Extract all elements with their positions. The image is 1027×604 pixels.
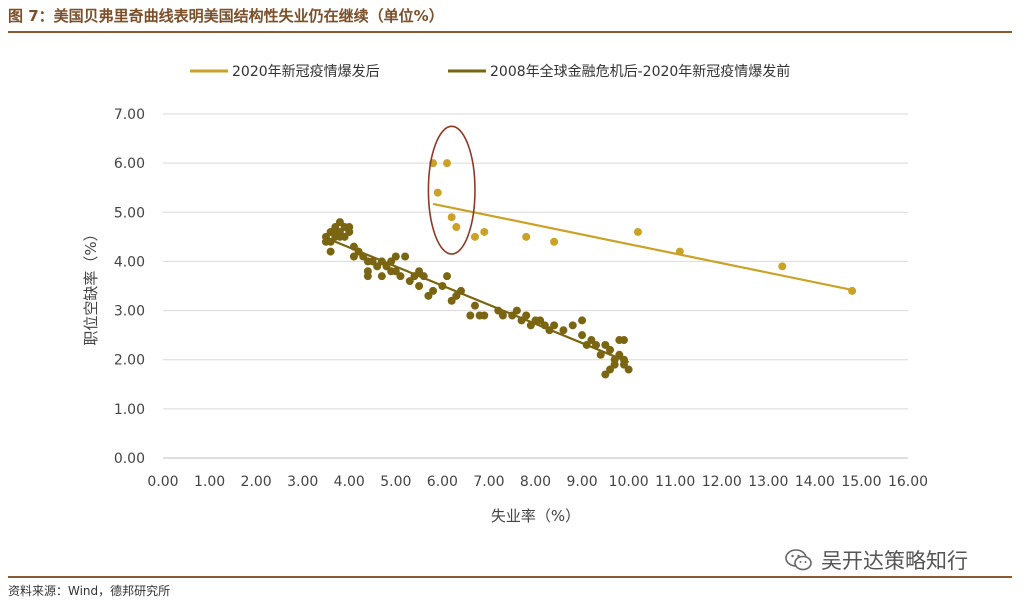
data-point [778,262,787,271]
data-point [480,311,489,320]
data-point [433,188,442,197]
data-point [438,282,447,290]
watermark-text: 吴开达策略知行 [821,549,968,573]
x-tick-label: 12.00 [702,474,742,490]
data-point [415,282,424,290]
x-tick-label: 10.00 [609,474,649,490]
data-point [624,365,633,374]
data-point [447,213,456,222]
y-tick-label: 3.00 [114,304,145,320]
data-point [512,306,521,315]
bottom-rule [8,576,1012,578]
x-tick-label: 13.00 [748,474,788,490]
beveridge-curve-chart: 0.00 1.00 2.00 3.00 4.00 5.00 6.00 7.00 0.00 1.00… [82,63,928,525]
legend-label-series-1: 2008年全球金融危机后-2020年新冠疫情爆发前 [490,63,790,80]
data-point [363,272,372,281]
y-axis-label: 职位空缺率（%） [82,226,100,345]
data-point [443,159,452,168]
data-point [522,311,531,320]
data-point [596,350,605,359]
data-point [592,340,601,349]
wechat-icon [785,549,812,571]
data-point [480,227,489,236]
data-point [550,321,559,330]
y-tick-label: 0.00 [114,451,145,467]
x-axis-label: 失业率（%） [491,507,580,525]
y-tick-label: 1.00 [114,402,145,418]
source-note: 资料来源：Wind，德邦研究所 [8,584,171,598]
data-point [457,286,465,295]
data-point [550,237,559,246]
x-tick-label: 9.00 [566,474,597,490]
data-point [345,223,354,232]
data-point [606,345,614,354]
data-point [326,247,335,256]
x-tick-label: 1.00 [194,474,225,490]
data-point [466,311,475,320]
y-tick-label: 6.00 [114,156,145,172]
data-point [633,227,642,236]
data-point [377,272,386,281]
legend-layer: 2020年新冠疫情爆发后 2008年全球金融危机后-2020年新冠疫情爆发前 [190,63,790,80]
axis-layer: 0.00 1.00 2.00 3.00 4.00 5.00 6.00 7.00 0.00 1.00… [114,107,928,490]
trend-layer [325,202,853,364]
data-point [429,286,438,295]
x-tick-label: 2.00 [241,474,272,490]
data-point [396,272,405,281]
trendline-series-0 [432,202,853,292]
x-tick-label: 16.00 [888,474,928,490]
x-tick-label: 3.00 [287,474,318,490]
y-tick-label: 7.00 [114,107,145,123]
y-tick-label: 2.00 [114,353,145,369]
data-point [619,336,628,345]
x-tick-label: 8.00 [520,474,551,490]
data-point [578,316,587,325]
figure-title: 图 7：美国贝弗里奇曲线表明美国结构性失业仍在继续（单位%） [8,7,444,25]
top-rule [8,31,1012,33]
data-point [401,252,410,261]
data-point [619,355,628,364]
data-point [443,272,452,281]
grid-layer [163,113,908,410]
x-tick-label: 0.00 [147,474,178,490]
legend-label-series-0: 2020年新冠疫情爆发后 [232,64,380,80]
data-point [675,247,684,256]
data-point [470,232,479,241]
data-point [419,272,428,281]
data-point [848,286,857,295]
x-tick-label: 15.00 [841,474,881,490]
x-tick-label: 7.00 [473,474,504,490]
data-point [522,232,531,241]
data-point [578,331,587,340]
trendline-series-1 [325,236,630,364]
data-point [610,360,619,369]
x-tick-label: 4.00 [334,474,365,490]
data-point [470,301,479,310]
watermark: 吴开达策略知行 [785,545,968,575]
x-tick-label: 14.00 [795,474,835,490]
data-point [568,321,577,330]
data-point [559,326,568,335]
x-tick-label: 11.00 [655,474,695,490]
data-point [452,223,461,232]
y-tick-label: 4.00 [114,254,145,270]
data-point [391,252,400,261]
x-tick-label: 5.00 [380,474,411,490]
annotation-layer [427,125,476,255]
highlight-ellipse [427,125,476,255]
data-point [498,311,507,320]
y-tick-label: 5.00 [114,205,145,221]
x-tick-label: 6.00 [427,474,458,490]
